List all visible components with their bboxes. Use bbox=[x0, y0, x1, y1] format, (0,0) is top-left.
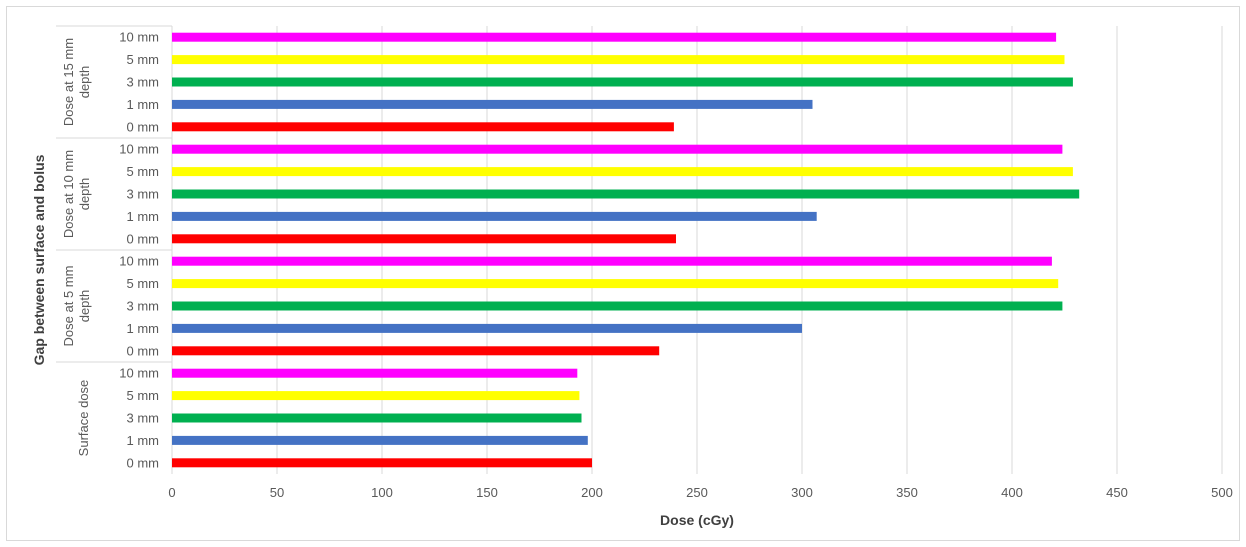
category-label: 5 mm bbox=[127, 388, 160, 403]
group-label: Dose at 15 mmdepth bbox=[61, 38, 92, 126]
group-label-line: depth bbox=[77, 66, 92, 99]
x-tick-label: 50 bbox=[270, 485, 284, 500]
x-tick-label: 350 bbox=[896, 485, 918, 500]
chart-frame bbox=[6, 6, 1240, 541]
x-tick-label: 500 bbox=[1211, 485, 1233, 500]
category-label: 5 mm bbox=[127, 52, 160, 67]
category-label: 10 mm bbox=[119, 142, 159, 157]
x-tick-label: 100 bbox=[371, 485, 393, 500]
category-label: 3 mm bbox=[127, 187, 160, 202]
bar bbox=[172, 55, 1065, 65]
category-label: 1 mm bbox=[127, 97, 160, 112]
group-label-line: depth bbox=[77, 290, 92, 323]
group-separators bbox=[56, 25, 172, 363]
bar bbox=[172, 234, 676, 244]
bar bbox=[172, 279, 1059, 289]
bar bbox=[172, 301, 1063, 311]
bar bbox=[172, 167, 1073, 177]
group-label-line: Dose at 15 mm bbox=[61, 38, 76, 126]
bar bbox=[172, 458, 592, 468]
x-axis-title: Dose (cGy) bbox=[660, 512, 734, 528]
group-label: Surface dose bbox=[76, 380, 91, 457]
category-label: 1 mm bbox=[127, 209, 160, 224]
category-label: 3 mm bbox=[127, 299, 160, 314]
bar bbox=[172, 211, 817, 221]
category-label: 0 mm bbox=[127, 231, 160, 246]
bar bbox=[172, 77, 1073, 87]
gridlines bbox=[171, 26, 1223, 474]
bar bbox=[172, 435, 588, 445]
bar bbox=[172, 323, 802, 333]
group-label: Dose at 10 mmdepth bbox=[61, 150, 92, 238]
group-label-line: Dose at 5 mm bbox=[61, 266, 76, 347]
category-label: 10 mm bbox=[119, 30, 159, 45]
x-tick-label: 200 bbox=[581, 485, 603, 500]
bar bbox=[172, 368, 578, 378]
x-tick-label: 450 bbox=[1106, 485, 1128, 500]
x-tick-label: 250 bbox=[686, 485, 708, 500]
bar bbox=[172, 144, 1063, 154]
bar bbox=[172, 122, 674, 132]
x-tick-label: 400 bbox=[1001, 485, 1023, 500]
y-axis-title: Gap between surface and bolus bbox=[31, 154, 47, 365]
category-label: 0 mm bbox=[127, 343, 160, 358]
bar bbox=[172, 189, 1080, 199]
x-tick-label: 300 bbox=[791, 485, 813, 500]
x-tick-label: 0 bbox=[168, 485, 175, 500]
group-label-line: Dose at 10 mm bbox=[61, 150, 76, 238]
group-label: Dose at 5 mmdepth bbox=[61, 266, 92, 347]
bar bbox=[172, 99, 813, 109]
bar bbox=[172, 413, 582, 423]
category-label: 0 mm bbox=[127, 119, 160, 134]
group-label-line: depth bbox=[77, 178, 92, 211]
category-label: 1 mm bbox=[127, 321, 160, 336]
category-label: 3 mm bbox=[127, 75, 160, 90]
category-label: 3 mm bbox=[127, 411, 160, 426]
category-label: 10 mm bbox=[119, 254, 159, 269]
x-tick-label: 150 bbox=[476, 485, 498, 500]
category-label: 1 mm bbox=[127, 433, 160, 448]
category-label: 10 mm bbox=[119, 366, 159, 381]
bar bbox=[172, 256, 1052, 266]
category-label: 5 mm bbox=[127, 276, 160, 291]
bar bbox=[172, 346, 660, 356]
bar bbox=[172, 32, 1057, 42]
bar bbox=[172, 391, 580, 401]
bars bbox=[172, 32, 1080, 468]
category-label: 5 mm bbox=[127, 164, 160, 179]
category-label: 0 mm bbox=[127, 455, 160, 470]
labels: 0 50 100 150 200 250 300 350 400 450 500 0 mm 1 mm 3 … bbox=[61, 30, 1233, 500]
